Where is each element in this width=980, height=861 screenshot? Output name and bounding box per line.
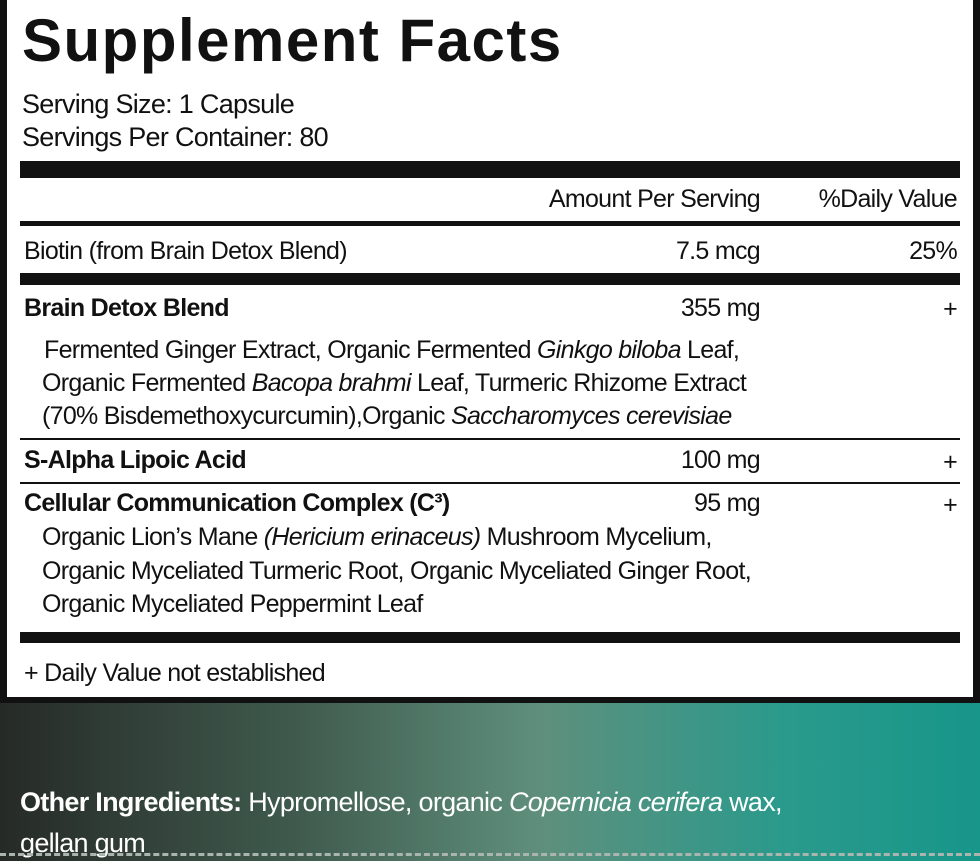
row-daily-value: 25% [909,237,958,265]
ingredient-line: (70% Bisdemethoxycurcumin),Organic Sacch… [42,400,732,433]
thick-rule [20,632,960,643]
italic-text: Copernicia cerifera [508,787,723,817]
label-panel [7,0,973,697]
italic-text: Bacopa brahmi [251,369,412,397]
row-daily-value: + [943,295,958,323]
row-amount: 100 mg [680,446,761,474]
daily-value-header: %Daily Value [818,185,958,213]
text: wax, [722,787,782,817]
row-name: Cellular Communication Complex (C³) [24,489,450,517]
thick-rule [20,273,960,285]
text: Mushroom Mycelium, [480,523,713,551]
dashed-line [0,853,980,856]
row-amount: 95 mg [694,489,761,517]
text: Organic Lion’s Mane [42,523,264,551]
amount-header: Amount Per Serving [548,185,761,213]
text: Hypromellose, organic [241,787,509,817]
row-amount: 355 mg [680,294,761,322]
title: Supplement Facts [22,7,563,74]
text: Organic Fermented [42,369,252,397]
thin-rule [20,482,960,484]
row-name: S-Alpha Lipoic Acid [24,446,247,474]
text: (70% Bisdemethoxycurcumin),Organic [42,402,451,430]
servings-per-container: Servings Per Container: 80 [22,122,329,152]
other-ingredients-line: Other Ingredients: Hypromellose, organic… [20,785,783,819]
serving-size: Serving Size: 1 Capsule [22,89,295,119]
row-daily-value: + [943,448,958,476]
other-ingredients-label: Other Ingredients: [20,787,242,817]
ingredient-line: Fermented Ginger Extract, Organic Fermen… [44,334,740,367]
text: Organic Myceliated Peppermint Leaf [42,590,423,618]
text: Fermented Ginger Extract, Organic Fermen… [44,336,538,364]
ingredient-line: Organic Myceliated Turmeric Root, Organi… [42,555,752,588]
text: Leaf, [680,336,740,364]
ingredient-line: Organic Lion’s Mane (Hericium erinaceus)… [42,521,712,554]
italic-text: Saccharomyces cerevisiae [451,402,732,430]
italic-text: Ginkgo biloba [537,336,681,364]
row-daily-value: + [943,491,958,519]
text: Leaf, Turmeric Rhizome Extract [410,369,747,397]
text: Organic Myceliated Turmeric Root, Organi… [42,557,752,585]
footnote: + Daily Value not established [24,659,326,687]
rule [20,221,960,226]
italic-text: (Hericium erinaceus) [263,523,481,551]
ingredient-line: Organic Fermented Bacopa brahmi Leaf, Tu… [42,367,747,400]
thick-rule [20,161,960,178]
thin-rule [20,438,960,440]
label-frame [0,0,980,703]
ingredient-line: Organic Myceliated Peppermint Leaf [42,588,423,621]
row-name: Brain Detox Blend [24,294,230,322]
row-amount: 7.5 mcg [675,237,761,265]
row-name: Biotin (from Brain Detox Blend) [24,237,348,265]
